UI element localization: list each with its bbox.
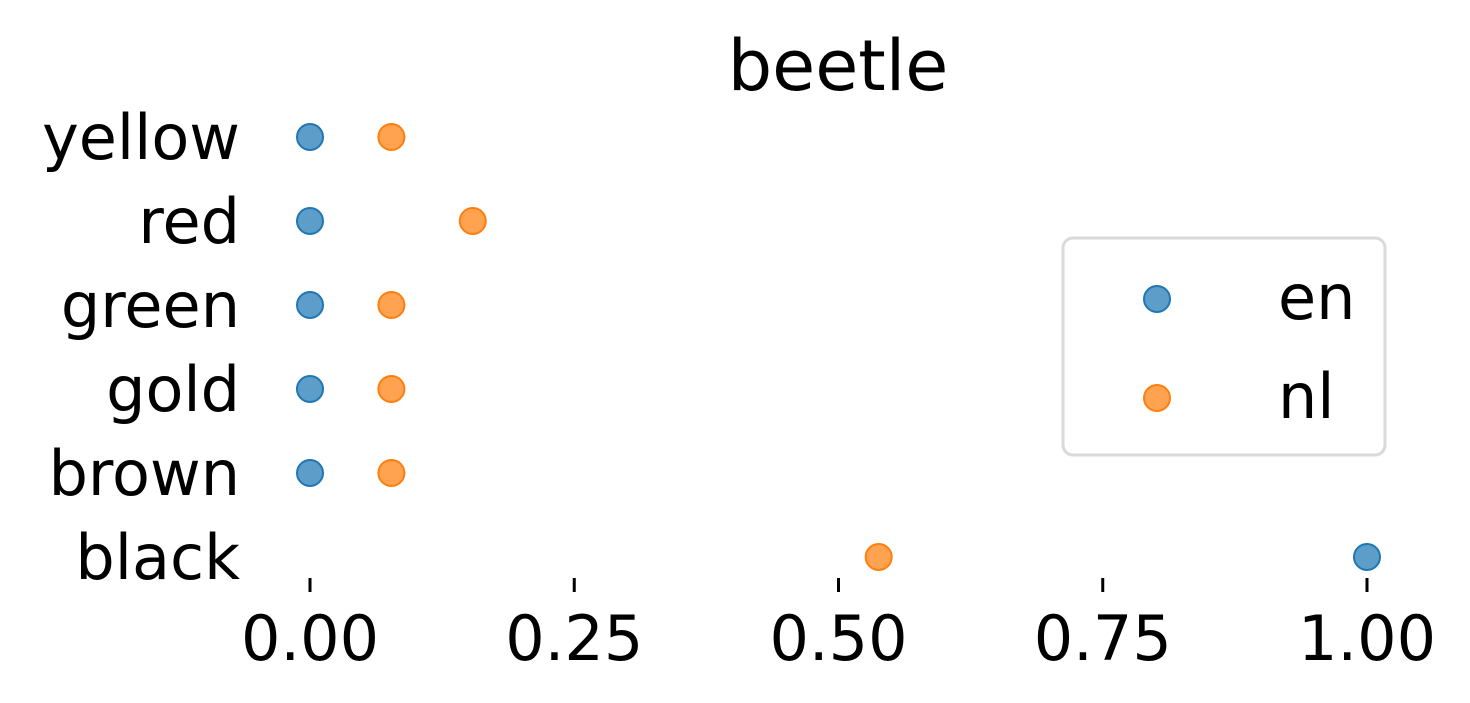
point-nl-yellow xyxy=(377,123,406,151)
point-nl-brown xyxy=(377,459,406,487)
point-nl-green xyxy=(377,291,406,319)
y-tick-label-green: green xyxy=(61,269,240,342)
y-tick-label-brown: brown xyxy=(49,437,240,510)
legend-label-nl: nl xyxy=(1278,360,1335,433)
legend: en nl xyxy=(1061,236,1387,457)
point-en-yellow xyxy=(296,123,324,151)
point-en-black xyxy=(1353,543,1381,571)
legend-label-en: en xyxy=(1278,261,1355,334)
legend-marker-nl xyxy=(1143,384,1171,412)
legend-marker-en xyxy=(1143,285,1171,313)
x-tick-label: 0.75 xyxy=(1034,602,1172,675)
point-nl-red xyxy=(458,207,487,235)
y-tick-label-black: black xyxy=(75,521,240,594)
x-tick-label: 0.25 xyxy=(505,602,643,675)
y-tick-label-gold: gold xyxy=(106,353,240,426)
data-points xyxy=(296,123,1381,571)
point-en-green xyxy=(296,291,324,319)
chart-title: beetle xyxy=(728,25,949,107)
y-tick-label-red: red xyxy=(138,185,240,258)
point-en-brown xyxy=(296,459,324,487)
point-en-gold xyxy=(296,375,324,403)
x-tick-label: 0.50 xyxy=(769,602,907,675)
x-tick-label: 0.00 xyxy=(241,602,379,675)
point-nl-gold xyxy=(377,375,406,403)
point-en-red xyxy=(296,207,324,235)
point-nl-black xyxy=(864,543,893,571)
y-tick-label-yellow: yellow xyxy=(42,101,240,174)
x-tick-label: 1.00 xyxy=(1298,602,1436,675)
y-axis-labels: yellow red green gold brown black xyxy=(42,101,240,594)
x-axis: 0.00 0.25 0.50 0.75 1.00 xyxy=(241,578,1436,675)
